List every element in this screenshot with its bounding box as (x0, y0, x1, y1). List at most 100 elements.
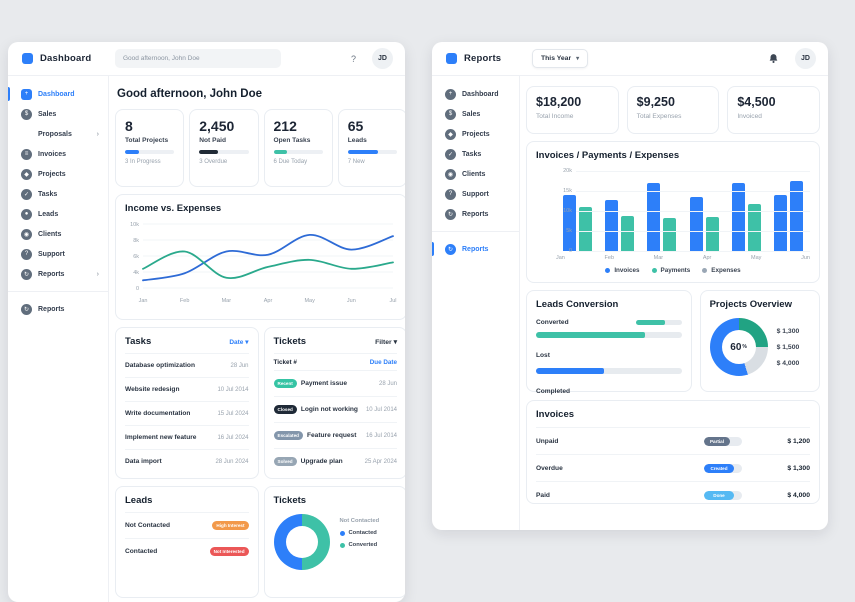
help-icon[interactable]: ? (350, 53, 356, 64)
projects-donut-chart: 60 % (709, 318, 768, 376)
ticket-name: Upgrade plan (300, 458, 343, 465)
sidebar-item-tasks[interactable]: ✓ Tasks (432, 144, 519, 164)
lead-row[interactable]: Contacted Not Interested (125, 538, 249, 564)
sidebar-item-sales[interactable]: $ Sales (8, 104, 108, 124)
report-stat-invoiced: $4,500 Invoiced (727, 86, 821, 134)
sidebar-item-reports[interactable]: ↻ Reports › (8, 264, 108, 284)
tickets-list: Recent Payment issue 28 Jun Closed Login not… (273, 370, 397, 474)
sidebar-item-support[interactable]: ? Support (432, 184, 519, 204)
sidebar-item-reports[interactable]: ↻ Reports (432, 204, 519, 224)
avatar[interactable]: JD (795, 48, 816, 69)
task-row[interactable]: Database optimization 28 Jun (125, 353, 249, 377)
lead-row[interactable]: Not Contacted High Interest (125, 512, 249, 538)
sidebar-divider (432, 231, 519, 232)
converted-label: Converted (536, 319, 569, 326)
sidebar-item-projects[interactable]: ◆ Projects (8, 164, 108, 184)
support-icon: ? (445, 188, 456, 200)
ticket-row[interactable]: Recent Payment issue 28 Jun (273, 370, 397, 396)
stat-progress-track (273, 150, 323, 154)
tasks-sort-link[interactable]: Date ▾ (229, 338, 249, 346)
bar-chart-legend: Invoices Payments Expenses (536, 267, 810, 274)
sidebar-item-label: Support (462, 190, 489, 198)
task-row[interactable]: Website redesign 10 Jul 2014 (125, 377, 249, 401)
brand-title: Reports (464, 53, 502, 64)
search-input[interactable]: Good afternoon, John Doe (115, 49, 281, 68)
sidebar-item-clients[interactable]: ◉ Clients (432, 164, 519, 184)
sidebar-item-reports[interactable]: ↻ Reports (432, 239, 519, 259)
stat-progress-fill (199, 150, 218, 154)
bar-chart-title: Invoices / Payments / Expenses (536, 150, 680, 161)
tasks-icon: ✓ (21, 188, 32, 200)
sidebar-item-dashboard[interactable]: + Dashboard (8, 84, 108, 104)
reports-icon: ↻ (21, 268, 32, 280)
stat-value: 8 (125, 118, 133, 134)
period-dropdown[interactable]: This Year ▾ (532, 49, 589, 68)
clients-icon: ◉ (445, 168, 456, 180)
tickets-filter-dropdown[interactable]: Filter ▾ (375, 338, 397, 346)
sidebar-item-reports[interactable]: ↻ Reports (8, 299, 108, 319)
lead-status-label: Contacted (125, 548, 158, 555)
ticket-name: Payment issue (300, 380, 348, 387)
brand-title: Dashboard (40, 53, 92, 64)
svg-text:May: May (304, 298, 315, 304)
income-expenses-title: Income vs. Expenses (125, 203, 222, 214)
sidebar-item-sales[interactable]: $ Sales (432, 104, 519, 124)
svg-text:Mar: Mar (222, 298, 232, 304)
report-stat-total-expenses: $9,250 Total Expenses (626, 86, 720, 134)
task-name: Write documentation (125, 410, 191, 417)
sidebar-item-projects[interactable]: ◆ Projects (432, 124, 519, 144)
bell-icon[interactable] (768, 53, 779, 64)
ticket-row[interactable]: Escalated Feature request 16 Jul 2014 (273, 422, 397, 448)
task-row[interactable]: Implement new feature 16 Jul 2024 (125, 425, 249, 449)
ticket-row[interactable]: Closed Login not working 10 Jul 2014 (273, 396, 397, 422)
sidebar-item-label: Reports (462, 245, 489, 253)
reports-icon: ↻ (445, 208, 456, 220)
sidebar-item-clients[interactable]: ◉ Clients (8, 224, 108, 244)
lead-status-label: Not Contacted (125, 522, 171, 529)
dashboard-window: Dashboard Good afternoon, John Doe ? JD … (8, 42, 405, 602)
x-tick-label: Feb (604, 255, 615, 261)
bar-chart-x-axis: Jan Feb Mar Apr May Jun (556, 255, 810, 261)
tasks-list: Database optimization 28 Jun Website redes… (125, 353, 249, 473)
invoice-badge-area: Done (704, 490, 764, 500)
leads-title: Leads (125, 495, 153, 506)
ticket-due-date: 10 Jul 2014 (365, 406, 397, 413)
sidebar-item-label: Projects (462, 130, 490, 138)
invoice-row[interactable]: Overdue Created $ 1,300 (536, 454, 810, 481)
ticket-row[interactable]: Solved Upgrade plan 25 Apr 2024 (273, 448, 397, 474)
sidebar-item-dashboard[interactable]: + Dashboard (432, 84, 519, 104)
invoice-status-label: Unpaid (536, 437, 559, 445)
task-row[interactable]: Data import 28 Jun 2024 (125, 449, 249, 473)
avatar[interactable]: JD (372, 48, 393, 69)
clients-icon: ◉ (21, 228, 32, 240)
lead-interest-badge: Not Interested (209, 547, 249, 556)
reports-icon: ↻ (21, 303, 32, 315)
projects-icon: ◆ (445, 128, 456, 140)
stat-progress-fill (125, 150, 139, 154)
invoice-row[interactable]: Unpaid Partial $ 1,200 (536, 427, 810, 454)
stat-card-open-tasks: 212 Open Tasks 6 Due Today (263, 109, 333, 187)
invoice-badge: Created (704, 463, 734, 473)
task-due-date: 10 Jul 2014 (217, 386, 249, 393)
invoice-badge: Done (704, 490, 734, 500)
sidebar-item-proposals[interactable]: Proposals › (8, 124, 108, 144)
sidebar-item-support[interactable]: ? Support (8, 244, 108, 264)
task-row[interactable]: Write documentation 15 Jul 2024 (125, 401, 249, 425)
stat-value: $9,250 (636, 95, 675, 109)
stat-sublabel: 3 Overdue (199, 159, 228, 165)
sidebar-item-leads[interactable]: ● Leads (8, 204, 108, 224)
bar-invoices (689, 197, 703, 251)
invoice-amount: $ 4,000 (787, 491, 810, 499)
gridline (576, 231, 810, 232)
sidebar: + Dashboard $ Sales Proposals › ≡ Invoices ◆ Proj… (8, 76, 109, 602)
invoices-card: Invoices Unpaid Partial $ 1,200 Overdue Crea… (526, 400, 820, 504)
ticket-name: Feature request (306, 432, 357, 439)
invoice-row[interactable]: Paid Done $ 4,000 (536, 481, 810, 508)
legend-item-payments: Payments (651, 267, 690, 274)
invoice-badge-track: Created (704, 463, 742, 473)
col-due-date[interactable]: Due Date (369, 359, 397, 366)
sidebar-item-tasks[interactable]: ✓ Tasks (8, 184, 108, 204)
sidebar-item-invoices[interactable]: ≡ Invoices (8, 144, 108, 164)
sidebar-item-label: Dashboard (38, 90, 75, 98)
svg-text:Jul: Jul (389, 298, 396, 304)
